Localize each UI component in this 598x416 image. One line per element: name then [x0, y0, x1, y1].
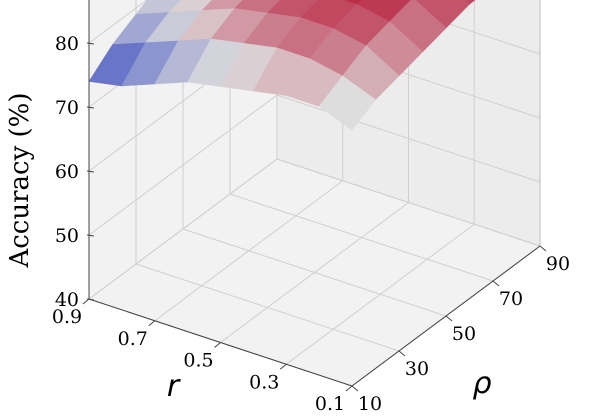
r-tick-label: 0.5: [183, 350, 213, 372]
grid-line-z-left-wall: [88, 94, 278, 236]
rho-tick-mark: [492, 280, 500, 287]
grid-line-z-left-wall: [88, 0, 148, 44]
z-tick-mark: [86, 234, 95, 237]
z-axis-title: Accuracy (%): [5, 92, 35, 268]
r-tick-mark: [82, 298, 90, 305]
r-tick-mark: [214, 342, 221, 348]
z-tick-mark: [86, 170, 95, 173]
z-tick-label: 80: [55, 33, 79, 55]
z-tick-mark: [86, 42, 95, 45]
rho-tick-label: 50: [452, 323, 476, 345]
rho-tick-label: 90: [546, 253, 570, 275]
z-tick-label: 60: [55, 161, 79, 183]
rho-tick-mark: [351, 385, 359, 392]
r-axis-ticks: 0.1 0.3 0.5 0.7 0.9: [52, 298, 353, 415]
r-tick-mark: [148, 320, 156, 327]
grid-line-rho-floor: [229, 193, 494, 282]
grid-line-z-left-wall: [88, 158, 278, 300]
z-tick-label: 50: [55, 225, 79, 247]
grid-line-z-right-wall: [276, 158, 541, 247]
grid-line-rho-floor: [135, 263, 400, 352]
r-tick-label: 0.7: [118, 328, 148, 350]
z-tick-label: 40: [55, 289, 79, 311]
r-tick-label: 0.1: [315, 393, 345, 415]
z-tick-label: 70: [55, 97, 79, 119]
z-axis-ticks: 405060708090: [55, 33, 95, 311]
r-tick-mark: [279, 363, 287, 370]
rho-tick-label: 70: [499, 288, 523, 310]
rho-tick-mark: [398, 350, 406, 357]
r-tick-label: 0.3: [249, 371, 279, 393]
rho-tick-mark: [445, 315, 453, 322]
grid-line-rho-floor: [182, 228, 447, 317]
rho-tick-mark: [539, 245, 547, 252]
surface-cell: [318, 75, 376, 131]
surface: [88, 0, 476, 131]
r-tick-label: 0.9: [52, 306, 82, 328]
surface-cell: [464, 0, 476, 5]
grid-line-z-right-wall: [276, 94, 541, 183]
r-tick-mark: [345, 385, 353, 392]
r-axis-title: r: [167, 369, 181, 404]
rho-tick-label: 30: [405, 358, 429, 380]
rho-axis-ticks: 10 30 50 70 90: [351, 245, 570, 415]
rho-axis-title: ρ: [472, 366, 491, 401]
surface-cell: [341, 0, 362, 5]
rho-tick-label: 10: [358, 393, 382, 415]
z-tick-mark: [86, 106, 95, 109]
